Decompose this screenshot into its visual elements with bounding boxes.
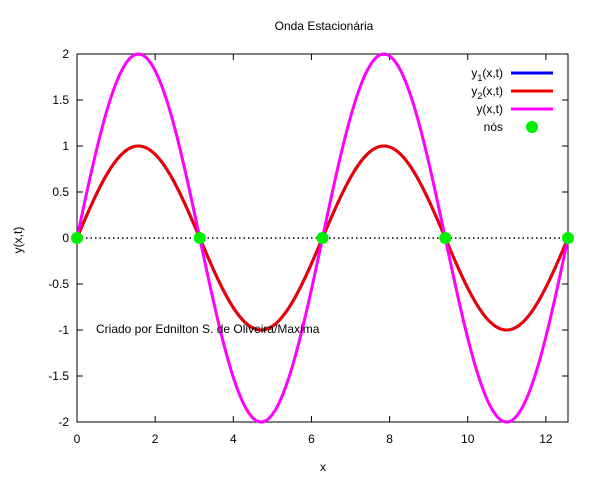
- legend-swatch-nodes: [526, 121, 538, 133]
- legend-label-nodes: nós: [484, 120, 503, 134]
- x-tick-label: 8: [386, 432, 393, 446]
- y-tick-label: 1: [62, 139, 69, 153]
- x-axis-label: x: [320, 460, 326, 474]
- x-tick-label: 6: [308, 432, 315, 446]
- legend-label: y(x,t): [476, 102, 503, 116]
- x-tick-label: 4: [230, 432, 237, 446]
- x-tick-label: 2: [152, 432, 159, 446]
- y-tick-label: 0: [62, 231, 69, 245]
- y-tick-label: 1.5: [52, 93, 69, 107]
- node-point: [71, 232, 83, 244]
- x-tick-label: 0: [74, 432, 81, 446]
- y-axis-label: y(x,t): [11, 227, 25, 254]
- y-tick-label: -0.5: [48, 277, 69, 291]
- legend: y1(x,t)y2(x,t)y(x,t)nós: [471, 66, 553, 134]
- x-tick-label: 12: [539, 432, 553, 446]
- chart-title: Onda Estacionária: [275, 19, 374, 33]
- node-point: [193, 232, 206, 244]
- y-tick-label: 0.5: [52, 185, 69, 199]
- y-tick-label: -2: [58, 415, 69, 429]
- node-point: [439, 232, 452, 244]
- x-tick-label: 10: [461, 432, 475, 446]
- nodes-group: [71, 232, 574, 244]
- node-point: [316, 232, 329, 244]
- y-tick-label: -1: [58, 323, 69, 337]
- node-point: [562, 232, 574, 244]
- y-tick-label: -1.5: [48, 369, 69, 383]
- y-tick-label: 2: [62, 47, 69, 61]
- annotation-credit: Criado por Ednilton S. de Oliveira/Maxim…: [96, 322, 320, 336]
